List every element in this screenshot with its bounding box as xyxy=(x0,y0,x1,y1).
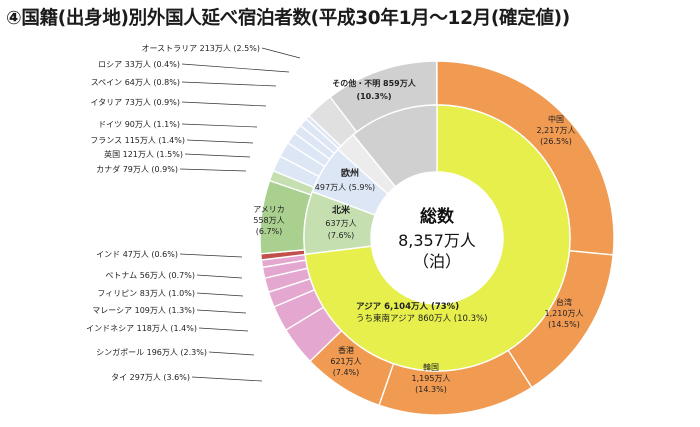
inner-label-europe: 欧州 xyxy=(341,167,359,179)
slice-pct-other: (10.3%) xyxy=(356,92,391,101)
inner-value-north-america: 637万人 xyxy=(325,219,356,228)
leader-line-australia xyxy=(261,47,301,59)
slice-label-vietnam: ベトナム 56万人 (0.7%) xyxy=(105,271,195,280)
leader-line-indonesia xyxy=(198,327,249,332)
slice-pct-usa: (6.7%) xyxy=(256,227,283,236)
slice-pct-china: (26.5%) xyxy=(540,137,572,146)
inner-pct-north-america: (7.6%) xyxy=(328,231,355,240)
leader-line-spain xyxy=(181,81,277,87)
leader-line-singapore xyxy=(208,351,255,356)
slice-label-hongkong: 香港 xyxy=(338,345,354,355)
leader-line-india xyxy=(179,253,243,258)
center-total-label: 総数 xyxy=(420,206,455,227)
leader-line-russia xyxy=(181,63,290,73)
slice-label-indonesia: インドネシア 118万人 (1.4%) xyxy=(86,324,197,333)
slice-label-france: フランス 115万人 (1.4%) xyxy=(90,136,185,145)
center-total-value: 8,357万人 xyxy=(398,231,476,250)
leader-line-philippines xyxy=(196,292,244,297)
slice-pct-hongkong: (7.4%) xyxy=(333,368,360,377)
slice-value-taiwan: 1,210万人 xyxy=(545,309,584,318)
inner-label-north-america: 北米 xyxy=(332,204,351,216)
slice-label-korea: 韓国 xyxy=(423,362,439,372)
leader-line-thailand xyxy=(191,376,263,382)
slice-value-korea: 1,195万人 xyxy=(412,374,451,383)
donut-hole xyxy=(372,173,502,303)
slice-label-india: インド 47万人 (0.6%) xyxy=(96,250,178,259)
slice-label-canada: カナダ 79万人 (0.9%) xyxy=(96,164,178,174)
inner-value-europe: 497万人 (5.9%) xyxy=(315,183,375,192)
slice-label-germany: ドイツ 90万人 (1.1%) xyxy=(98,120,180,129)
inner-label-asia: アジア 6,104万人 (73%) xyxy=(356,301,459,312)
leader-line-malaysia xyxy=(196,309,247,314)
slice-label-china: 中国 xyxy=(548,114,564,124)
leader-line-vietnam xyxy=(196,274,243,279)
slice-label-italy: イタリア 73万人 (0.9%) xyxy=(90,98,180,107)
leader-line-france xyxy=(186,139,254,144)
slice-label-malaysia: マレーシア 109万人 (1.3%) xyxy=(92,306,195,315)
slice-label-uk: 英国 121万人 (1.5%) xyxy=(104,149,183,159)
slice-value-usa: 558万人 xyxy=(253,216,284,225)
slice-pct-taiwan: (14.5%) xyxy=(548,320,580,329)
slice-value-hongkong: 621万人 xyxy=(330,357,361,366)
inner-sublabel-asia: うち東南アジア 860万人 (10.3%) xyxy=(356,313,487,324)
slice-label-spain: スペイン 64万人 (0.8%) xyxy=(91,78,180,87)
slice-label-taiwan: 台湾 xyxy=(556,297,572,307)
slice-label-thailand: タイ 297万人 (3.6%) xyxy=(111,373,190,382)
slice-label-russia: ロシア 33万人 (0.4%) xyxy=(98,60,180,69)
inner-slice-asia xyxy=(304,104,571,372)
slice-pct-korea: (14.3%) xyxy=(415,385,447,394)
inner-slice-other xyxy=(352,104,438,188)
leader-line-germany xyxy=(181,123,258,128)
leader-line-uk xyxy=(184,153,251,158)
leader-line-canada xyxy=(179,168,247,172)
center-total-unit: （泊） xyxy=(413,252,461,271)
slice-label-singapore: シンガポール 196万人 (2.3%) xyxy=(96,347,207,357)
slice-value-china: 2,217万人 xyxy=(537,126,576,135)
slice-label-other: その他・不明 859万人 xyxy=(332,78,416,88)
slice-label-australia: オーストラリア 213万人 (2.5%) xyxy=(141,44,260,53)
chart-title: ④国籍(出身地)別外国人延べ宿泊者数(平成30年1月～12月(確定値)) xyxy=(6,8,570,29)
leader-line-italy xyxy=(181,101,267,107)
slice-label-philippines: フィリピン 83万人 (1.0%) xyxy=(97,289,195,298)
slice-label-usa: アメリカ xyxy=(253,205,285,214)
